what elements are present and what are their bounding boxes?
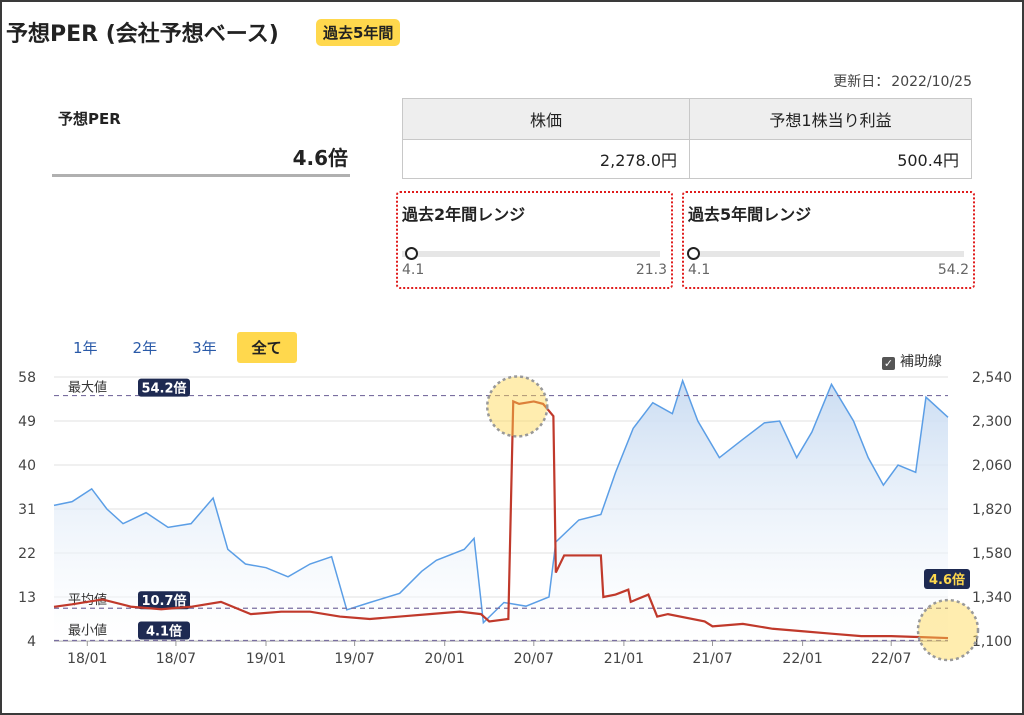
ref-line-value: 4.1倍 — [146, 624, 182, 640]
ref-line-badge — [138, 621, 190, 640]
range-2year-max: 21.3 — [635, 262, 667, 278]
x-tick-label: 19/07 — [334, 651, 374, 667]
y-right-tick-label: 2,540 — [972, 370, 1012, 386]
ref-line-name: 最大値 — [68, 380, 107, 396]
x-tick-label: 22/07 — [871, 651, 911, 667]
aux-line-toggle[interactable]: ✓ 補助線 — [882, 351, 942, 371]
current-value-badge — [924, 569, 970, 589]
range-2year-box: 過去2年間レンジ 4.1 21.3 — [396, 191, 673, 289]
per-value: 4.6倍 — [292, 146, 348, 170]
eps-value: 500.4円 — [689, 139, 972, 179]
x-tick-label: 22/01 — [782, 651, 822, 667]
stock-price-header: 株価 — [402, 98, 690, 140]
tab-3year[interactable]: 3年 — [192, 339, 217, 357]
per-line — [53, 399, 949, 640]
period-tabs: 1年 2年 3年 全て — [58, 332, 302, 363]
y-right-tick-label: 1,340 — [972, 590, 1012, 606]
x-tick-label: 20/01 — [425, 651, 465, 667]
x-tick-label: 21/07 — [692, 651, 732, 667]
quote-header-row: 株価 予想1株当り利益 — [402, 98, 972, 140]
price-line — [53, 378, 949, 625]
y-right-tick-label: 1,100 — [972, 634, 1012, 650]
tab-all[interactable]: 全て — [236, 332, 297, 363]
ref-line-value: 10.7倍 — [141, 593, 186, 609]
range-2year-track — [402, 251, 660, 257]
x-tick-label: 21/01 — [604, 651, 644, 667]
aux-line-label: 補助線 — [900, 354, 942, 370]
page-title: 予想PER (会社予想ベース) — [6, 22, 279, 47]
x-tick-label: 19/01 — [246, 651, 286, 667]
per-divider — [52, 174, 350, 177]
eps-header: 予想1株当り利益 — [689, 98, 972, 140]
max-highlight-circle — [485, 375, 549, 438]
stock-price-value: 2,278.0円 — [402, 139, 690, 179]
range-5year-track — [688, 251, 964, 257]
y-left-tick-label: 31 — [18, 502, 36, 518]
current-highlight-circle — [916, 598, 980, 662]
ref-line-badge — [138, 591, 190, 610]
ref-line-name: 最小値 — [68, 623, 107, 639]
y-left-tick-label: 13 — [18, 590, 36, 606]
range-5year-marker — [686, 247, 700, 260]
y-left-tick-label: 22 — [18, 546, 36, 562]
updated-value: 2022/10/25 — [891, 74, 972, 90]
tab-1year[interactable]: 1年 — [73, 339, 98, 357]
y-left-tick-label: 49 — [18, 414, 36, 430]
price-area — [54, 380, 948, 641]
period-badge: 過去5年間 — [316, 19, 401, 46]
per-label: 予想PER — [58, 110, 121, 128]
y-right-tick-label: 1,820 — [972, 502, 1012, 518]
ref-line-value: 54.2倍 — [141, 381, 186, 397]
x-tick-label: 20/07 — [514, 651, 554, 667]
y-left-tick-label: 40 — [18, 458, 36, 474]
x-tick-label: 18/07 — [156, 651, 196, 667]
y-right-tick-label: 2,060 — [972, 458, 1012, 474]
ref-line-badge — [138, 378, 190, 397]
y-left-tick-label: 4 — [27, 634, 36, 650]
range-5year-title: 過去5年間レンジ — [688, 205, 812, 224]
tab-2year[interactable]: 2年 — [132, 339, 158, 357]
current-value-label: 4.6倍 — [929, 572, 965, 588]
range-5year-max: 54.2 — [937, 262, 969, 278]
updated-label: 更新日： — [833, 74, 890, 90]
quote-table: 株価 予想1株当り利益 2,278.0円 500.4円 — [402, 98, 972, 179]
y-left-tick-label: 58 — [18, 370, 36, 386]
range-5year-min: 4.1 — [688, 262, 711, 278]
range-2year-min: 4.1 — [402, 262, 425, 278]
updated-date: 更新日： 2022/10/25 — [833, 71, 972, 91]
x-tick-label: 18/01 — [67, 651, 107, 667]
range-2year-title: 過去2年間レンジ — [402, 205, 526, 224]
quote-value-row: 2,278.0円 500.4円 — [402, 139, 972, 179]
range-2year-marker — [405, 247, 419, 260]
range-5year-box: 過去5年間レンジ 4.1 54.2 — [682, 191, 975, 289]
per-chart: 58 2,540 49 2,300 40 2,060 31 1,820 22 1,580 13 1,3… — [18, 370, 1012, 667]
y-right-tick-label: 1,580 — [972, 546, 1012, 562]
checkbox-checked-icon[interactable]: ✓ — [882, 357, 895, 370]
y-right-tick-label: 2,300 — [972, 414, 1012, 430]
